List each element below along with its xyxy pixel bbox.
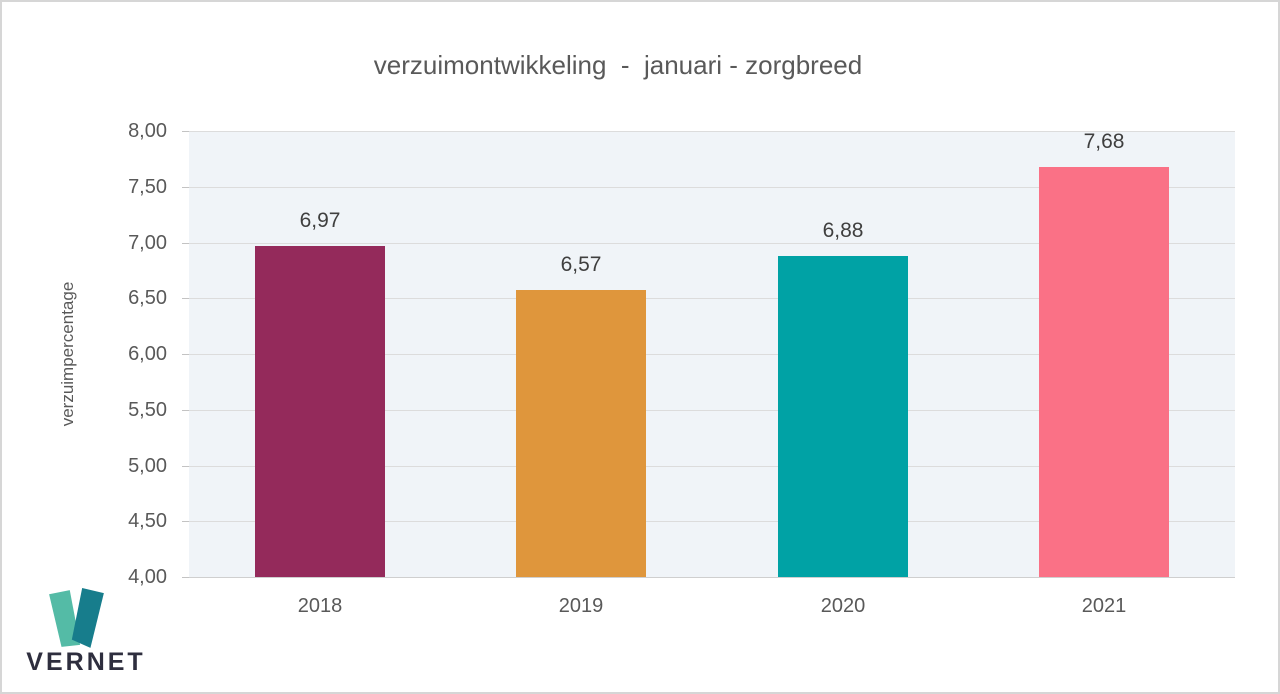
bar-2018 (255, 246, 385, 577)
vernet-logo-text: VERNET (26, 648, 146, 676)
x-tick-label-2019: 2019 (558, 595, 604, 617)
x-tick-label-2020: 2020 (820, 595, 866, 617)
y-tick-label: 4,00 (128, 566, 167, 588)
bar-2019 (516, 290, 646, 577)
y-tick-mark (182, 187, 189, 188)
value-label-2019: 6,57 (560, 253, 602, 276)
y-tick-label: 5,50 (128, 399, 167, 421)
plot-area (189, 131, 1235, 578)
y-tick-mark (182, 521, 189, 522)
value-label-2018: 6,97 (299, 209, 341, 232)
y-tick-mark (182, 243, 189, 244)
y-tick-mark (182, 354, 189, 355)
gridline (189, 298, 1235, 299)
x-tick-label-2018: 2018 (297, 595, 343, 617)
y-tick-label: 6,00 (128, 343, 167, 365)
gridline (189, 131, 1235, 132)
y-tick-mark (182, 577, 189, 578)
y-tick-mark (182, 298, 189, 299)
value-label-2021: 7,68 (1083, 130, 1125, 153)
y-tick-mark (182, 410, 189, 411)
y-tick-label: 7,00 (128, 232, 167, 254)
bar-2021 (1039, 167, 1169, 577)
y-tick-label: 7,50 (128, 176, 167, 198)
gridline (189, 466, 1235, 467)
gridline (189, 410, 1235, 411)
gridline (189, 521, 1235, 522)
gridline (189, 354, 1235, 355)
gridline (189, 577, 1235, 578)
y-tick-label: 5,00 (128, 455, 167, 477)
y-tick-label: 8,00 (128, 120, 167, 142)
y-tick-mark (182, 131, 189, 132)
value-label-2020: 6,88 (822, 219, 864, 242)
y-tick-label: 4,50 (128, 510, 167, 532)
gridline (189, 243, 1235, 244)
y-tick-label: 6,50 (128, 287, 167, 309)
y-tick-mark (182, 466, 189, 467)
chart-title: verzuimontwikkeling - januari - zorgbree… (373, 50, 863, 80)
vernet-logo: VERNET (16, 586, 156, 686)
vernet-v-icon (49, 588, 104, 648)
y-axis-title: verzuimpercentage (58, 281, 77, 427)
x-tick-label-2021: 2021 (1081, 595, 1127, 617)
bar-2020 (778, 256, 908, 577)
gridline (189, 187, 1235, 188)
